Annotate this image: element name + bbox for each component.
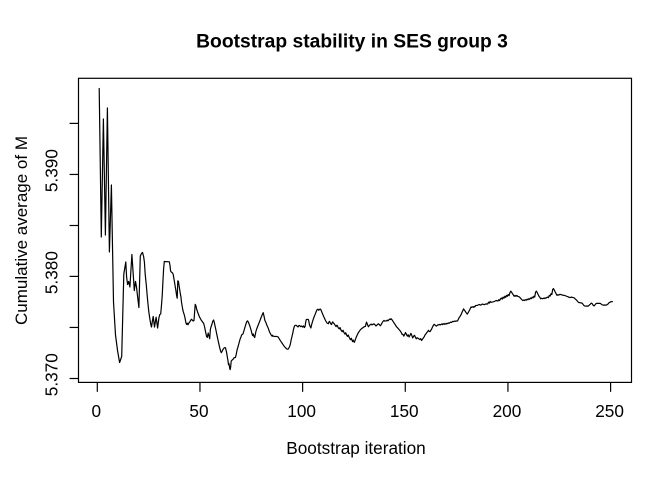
svg-text:5.380: 5.380: [42, 251, 62, 294]
svg-text:150: 150: [390, 401, 419, 421]
svg-text:Bootstrap stability in SES gro: Bootstrap stability in SES group 3: [196, 32, 508, 53]
svg-text:250: 250: [595, 401, 624, 421]
svg-text:50: 50: [189, 401, 208, 421]
svg-text:Bootstrap iteration: Bootstrap iteration: [286, 438, 426, 458]
svg-text:0: 0: [92, 401, 102, 421]
svg-text:5.390: 5.390: [42, 149, 62, 192]
svg-text:Cumulative average of M: Cumulative average of M: [12, 136, 31, 325]
svg-text:5.370: 5.370: [42, 353, 62, 396]
svg-text:100: 100: [287, 401, 316, 421]
svg-text:200: 200: [493, 401, 522, 421]
